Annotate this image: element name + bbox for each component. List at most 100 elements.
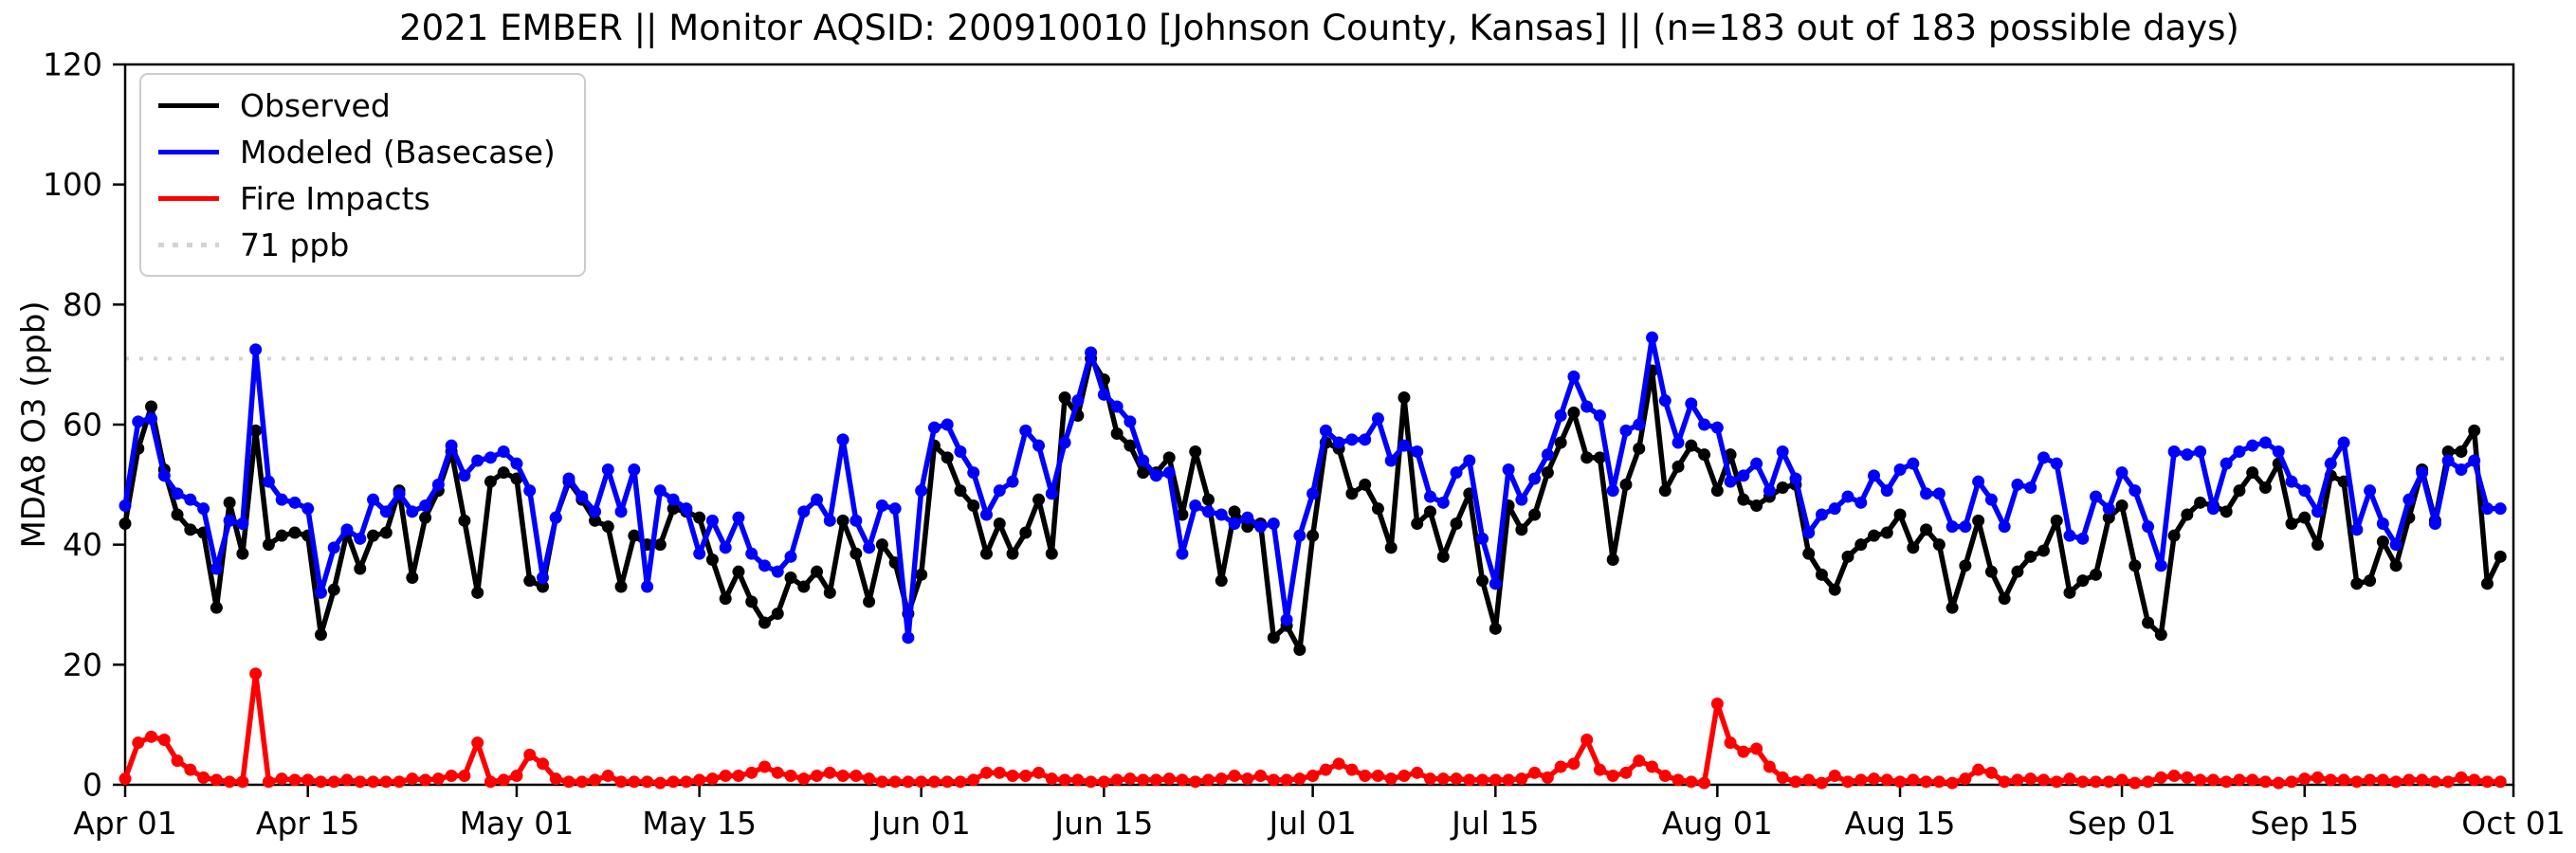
modeled-point <box>1032 439 1046 452</box>
x-tick-label: Oct 01 <box>2461 805 2566 842</box>
modeled-point <box>1058 436 1071 449</box>
modeled-point <box>1972 475 1985 488</box>
observed-point <box>2142 616 2155 629</box>
observed-point <box>941 451 954 464</box>
fire-point <box>927 775 941 789</box>
modeled-point <box>693 547 706 560</box>
observed-point <box>536 580 549 593</box>
legend-item-fire: Fire Impacts <box>158 179 556 217</box>
modeled-point <box>1959 520 1972 534</box>
observed-point <box>2128 559 2142 572</box>
fire-point <box>2233 773 2246 787</box>
fire-point <box>1345 763 1359 776</box>
fire-point <box>875 775 888 789</box>
x-tick-label: Sep 01 <box>2068 805 2177 842</box>
fire-point <box>157 734 171 746</box>
modeled-point <box>1763 484 1776 498</box>
modeled-point <box>2063 529 2076 542</box>
modeled-point <box>536 572 549 584</box>
fire-point <box>745 766 758 779</box>
observed-point <box>379 526 393 539</box>
modeled-point <box>1554 409 1567 422</box>
fire-point <box>1280 773 1293 787</box>
observed-point <box>811 565 824 578</box>
modeled-point <box>993 484 1006 498</box>
observed-point <box>1228 505 1241 518</box>
modeled-point <box>2337 436 2350 449</box>
fire-point <box>771 766 784 779</box>
observed-point <box>863 595 876 608</box>
observed-point <box>1019 526 1032 539</box>
modeled-point <box>1215 508 1228 521</box>
modeled-point <box>2220 457 2233 470</box>
y-tick-label: 40 <box>63 526 102 563</box>
modeled-point <box>2037 451 2050 464</box>
observed-point <box>653 538 667 552</box>
fire-points <box>119 667 2507 789</box>
fire-point <box>1124 772 1137 786</box>
fire-point <box>1619 766 1633 779</box>
modeled-point <box>301 502 315 516</box>
modeled-point <box>549 511 562 524</box>
modeled-point <box>484 451 497 464</box>
observed-point <box>836 514 850 527</box>
chart-title: 2021 EMBER || Monitor AQSID: 200910010 [… <box>399 8 2239 48</box>
modeled-point <box>2441 454 2455 467</box>
fire-point <box>2181 771 2194 784</box>
modeled-point <box>823 514 836 527</box>
fire-point <box>262 775 275 789</box>
legend-item-modeled: Modeled (Basecase) <box>158 133 556 171</box>
observed-point <box>2311 538 2325 552</box>
observed-point <box>993 517 1006 530</box>
observed-point <box>1658 484 1672 498</box>
observed-point <box>1841 550 1854 563</box>
modeled-point <box>1828 502 1841 516</box>
modeled-point <box>875 499 888 512</box>
fire-point <box>445 770 458 782</box>
observed-point <box>1685 439 1698 452</box>
modeled-point <box>1267 517 1280 530</box>
observed-point <box>1201 493 1215 506</box>
fire-point <box>2311 771 2325 784</box>
modeled-point <box>1776 445 1789 458</box>
fire-point <box>223 775 236 789</box>
modeled-point <box>1593 409 1606 422</box>
fire-point <box>863 772 876 786</box>
fire-point <box>1541 771 1554 784</box>
observed-point <box>1750 499 1763 512</box>
observed-point <box>1124 439 1137 452</box>
modeled-point <box>314 586 327 599</box>
observed-point <box>1241 520 1254 534</box>
fire-point <box>797 772 811 786</box>
observed-point <box>2258 481 2272 494</box>
modeled-point <box>2389 538 2402 552</box>
modeled-point <box>1541 448 1554 462</box>
observed-point <box>1006 547 1019 560</box>
modeled-point <box>1137 454 1150 467</box>
observed-point <box>758 616 771 629</box>
modeled-point <box>771 565 784 578</box>
modeled-point <box>340 523 354 536</box>
modeled-point <box>1710 421 1724 434</box>
observed-point <box>1424 505 1437 518</box>
observed-point <box>1920 523 1933 536</box>
y-tick-label: 0 <box>82 767 102 804</box>
modeled-point <box>1646 331 1659 344</box>
fire-point <box>393 775 406 789</box>
observed-point <box>1137 466 1150 480</box>
observed-point <box>1633 442 1646 455</box>
modeled-point <box>419 499 432 512</box>
fire-point <box>836 770 850 782</box>
observed-point <box>471 586 484 599</box>
modeled-point <box>132 415 145 428</box>
fire-point <box>145 730 158 743</box>
fire-point <box>954 775 967 789</box>
observed-point <box>367 529 380 542</box>
observed-point <box>1411 517 1424 530</box>
fire-point <box>1567 757 1580 771</box>
x-tick-label: May 15 <box>642 805 757 842</box>
fire-point <box>902 775 915 789</box>
modeled-point <box>523 484 537 498</box>
fire-point <box>184 763 197 776</box>
fire-point <box>1672 773 1685 787</box>
